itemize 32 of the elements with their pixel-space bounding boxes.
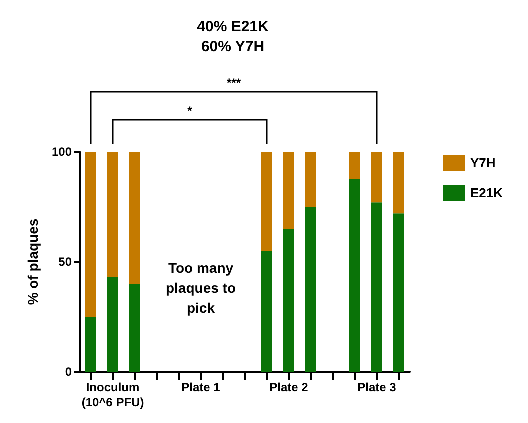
bar: [108, 152, 118, 278]
bar: [284, 152, 294, 229]
y-tick-label: 50: [58, 255, 72, 269]
bar: [108, 277, 118, 372]
annotation: Too many plaques to pick: [166, 260, 236, 316]
x-tick-label: Plate 1: [182, 380, 221, 394]
bar: [372, 202, 382, 372]
bar: [306, 152, 316, 207]
bar: [130, 152, 140, 284]
bar: [86, 317, 96, 372]
bar: [394, 152, 404, 214]
bar: [372, 152, 382, 203]
y-tick-label: 0: [65, 365, 72, 379]
y-axis-title: % of plaques: [25, 218, 41, 306]
bar: [262, 152, 272, 251]
y-tick-label: 100: [52, 145, 72, 159]
x-tick-label: Plate 3: [358, 380, 397, 394]
bar: [350, 180, 360, 372]
bar: [284, 229, 294, 372]
x-tick-label: Plate 2: [270, 380, 309, 394]
bar: [262, 251, 272, 372]
legend-label: E21K: [470, 186, 504, 200]
bar: [394, 214, 404, 372]
text: ***: [226, 76, 242, 90]
bar: [86, 152, 96, 317]
bar: [350, 152, 360, 180]
x-tick-label: Inoculum (10^6 PFU): [82, 380, 144, 410]
legend-label: Y7H: [470, 156, 496, 170]
bar: [130, 284, 140, 372]
chart-title: 40% E21K 60% Y7H: [197, 18, 270, 56]
bar: [306, 207, 316, 372]
text: *: [188, 104, 193, 118]
